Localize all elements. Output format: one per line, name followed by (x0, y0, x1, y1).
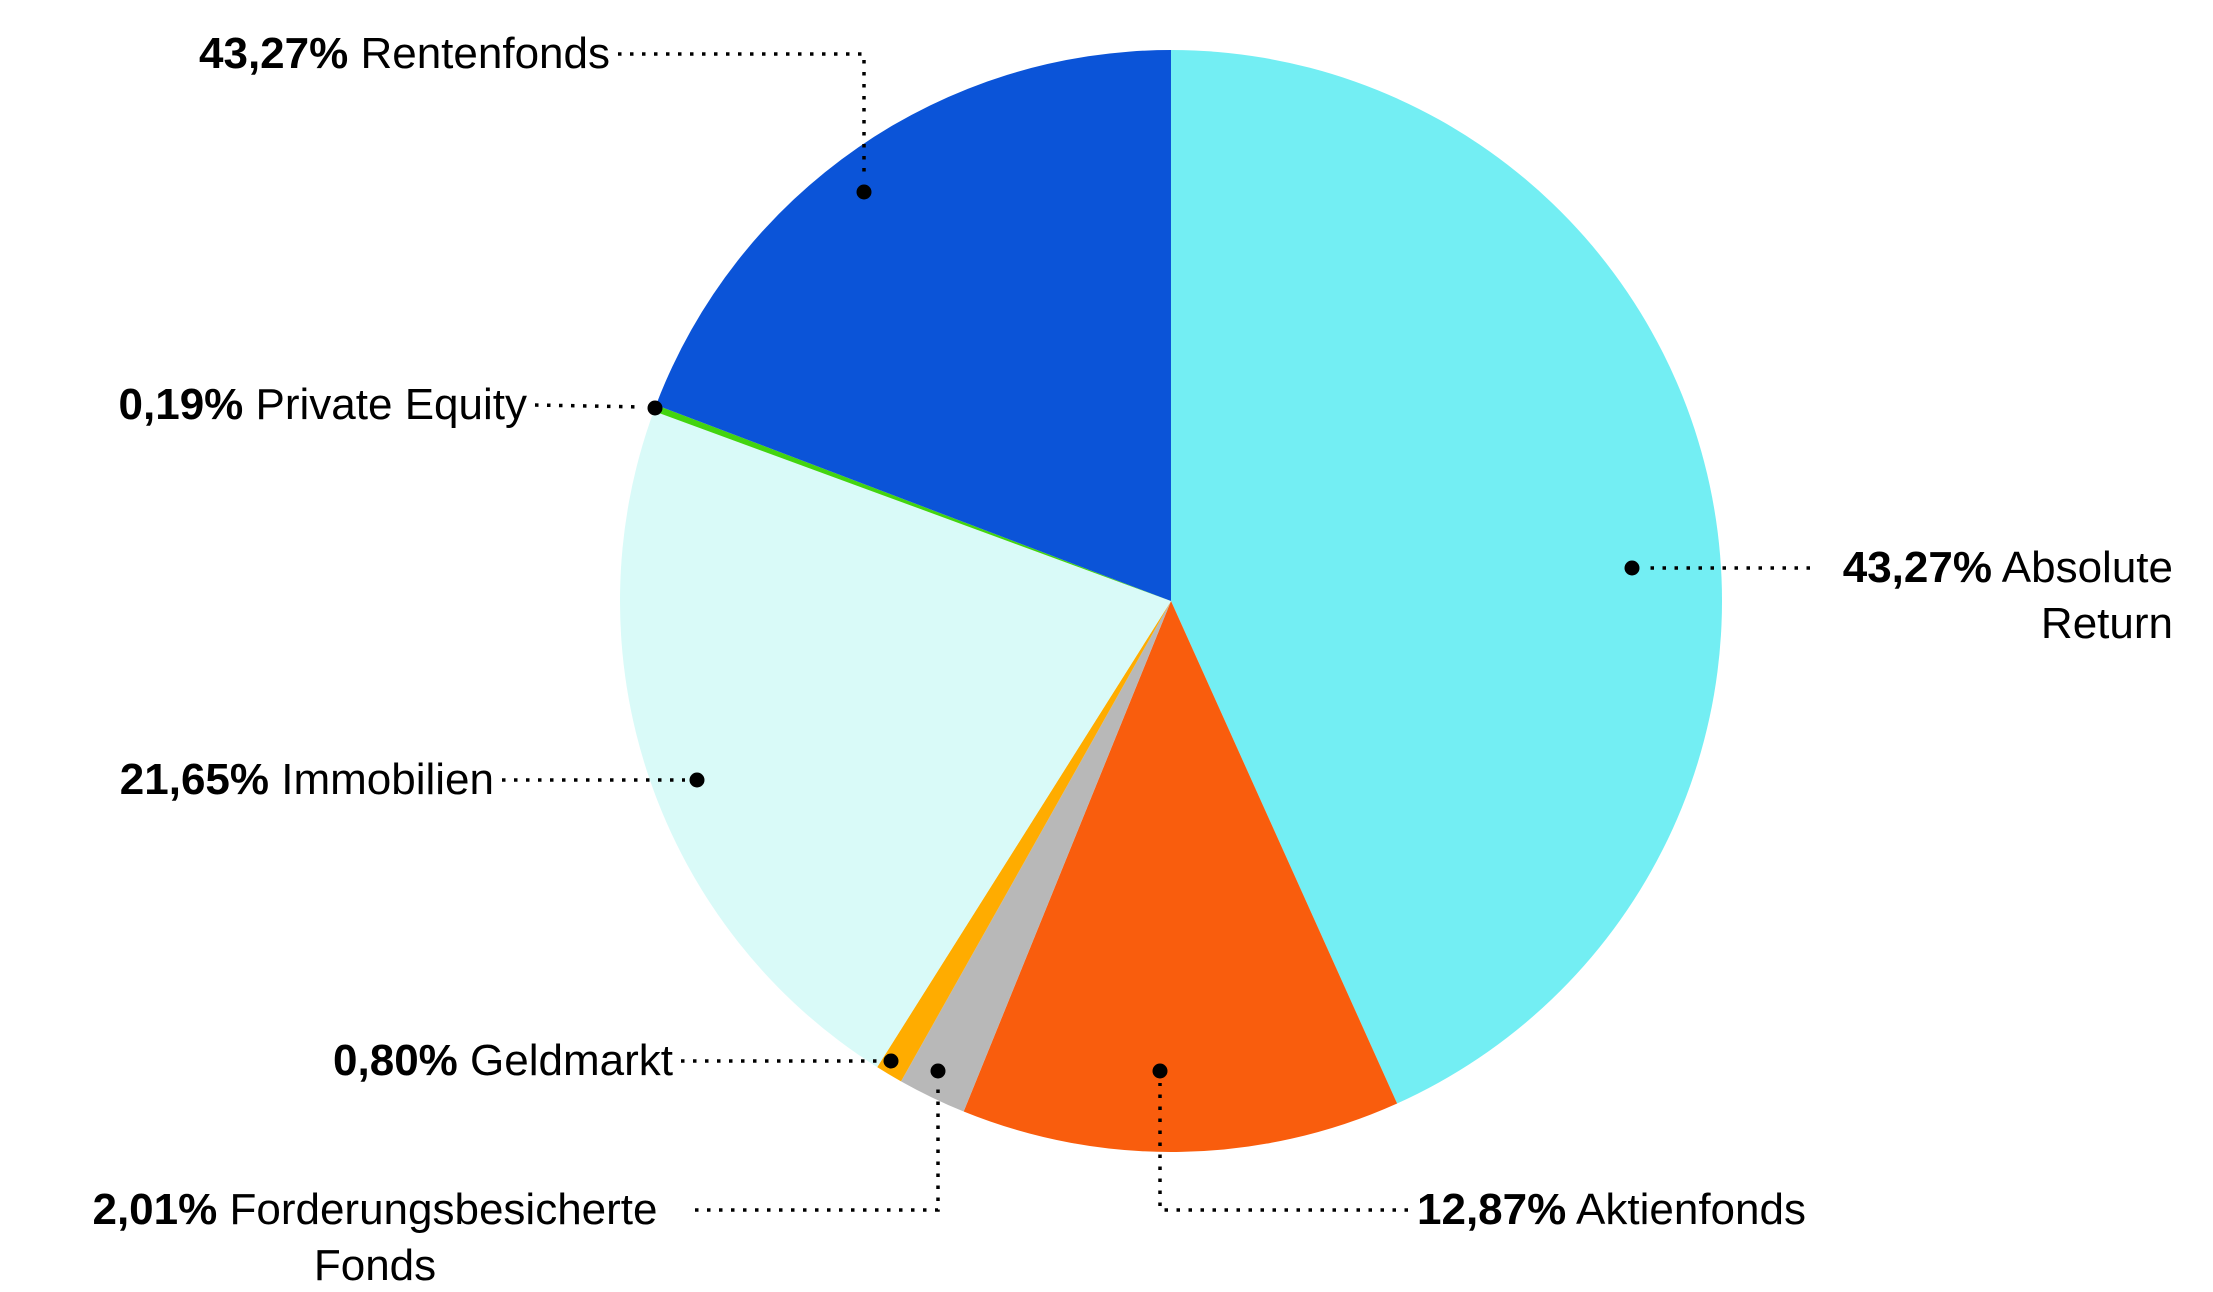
immobilien-percent: 21,65% (119, 755, 270, 804)
leader-line-rentenfonds (618, 52, 866, 180)
callout-label-geldmarkt: 0,80% Geldmarkt (333, 1033, 673, 1089)
pie-slice-forderungsbesicherte-fonds (901, 601, 1171, 1112)
callout-leaders (502, 52, 1810, 1212)
leader-line-private-equity (534, 403, 644, 409)
private-equity-percent: 0,19% (118, 380, 244, 429)
rentenfonds-name: Rentenfonds (360, 29, 610, 78)
callout-label-absolute-return: 43,27% Absolute Return (1803, 540, 2173, 652)
callout-label-immobilien: 21,65% Immobilien (120, 752, 494, 808)
callout-label-rentenfonds: 43,27% Rentenfonds (199, 26, 610, 82)
forderungsbesicherte-fonds-percent: 2,01% (92, 1185, 218, 1234)
leader-dot-rentenfonds (856, 184, 872, 200)
geldmarkt-percent: 0,80% (333, 1036, 458, 1085)
forderungsbesicherte-fonds-name: Forderungsbesicherte Fonds (229, 1185, 658, 1290)
callout-label-aktienfonds: 12,87% Aktienfonds (1417, 1182, 1806, 1238)
pie-slice-private-equity (653, 404, 1171, 601)
leader-dot-aktienfonds (1152, 1063, 1168, 1079)
aktienfonds-name: Aktienfonds (1576, 1185, 1806, 1234)
pie-slice-geldmarkt (877, 601, 1171, 1082)
callout-label-private-equity: 0,19% Private Equity (119, 377, 527, 433)
immobilien-name: Immobilien (281, 755, 494, 804)
pie-slice-aktienfonds (963, 601, 1398, 1152)
leader-dot-absolute-return (1624, 560, 1640, 576)
aktienfonds-percent: 12,87% (1417, 1185, 1567, 1234)
leader-dot-forderungsbesicherte-fonds (930, 1063, 946, 1079)
pie-slice-immobilien (620, 411, 1171, 1068)
pie-slice-rentenfonds (656, 50, 1171, 601)
leader-dot-geldmarkt (883, 1053, 899, 1069)
absolute-return-percent: 43,27% (1842, 543, 1992, 592)
callout-label-forderungsbesicherte-fonds: 2,01% Forderungsbesicherte Fonds (55, 1182, 695, 1292)
geldmarkt-name: Geldmarkt (470, 1036, 673, 1085)
rentenfonds-percent: 43,27% (199, 29, 349, 78)
absolute-return-name: Absolute Return (2001, 543, 2173, 648)
pie-slices (620, 49, 1723, 1152)
leader-dot-immobilien (689, 772, 705, 788)
pie-slice-absolute-return (1171, 49, 1723, 1104)
private-equity-name: Private Equity (255, 380, 527, 429)
leader-dot-private-equity (647, 400, 663, 416)
leader-line-forderungsbesicherte-fonds (695, 1083, 940, 1212)
